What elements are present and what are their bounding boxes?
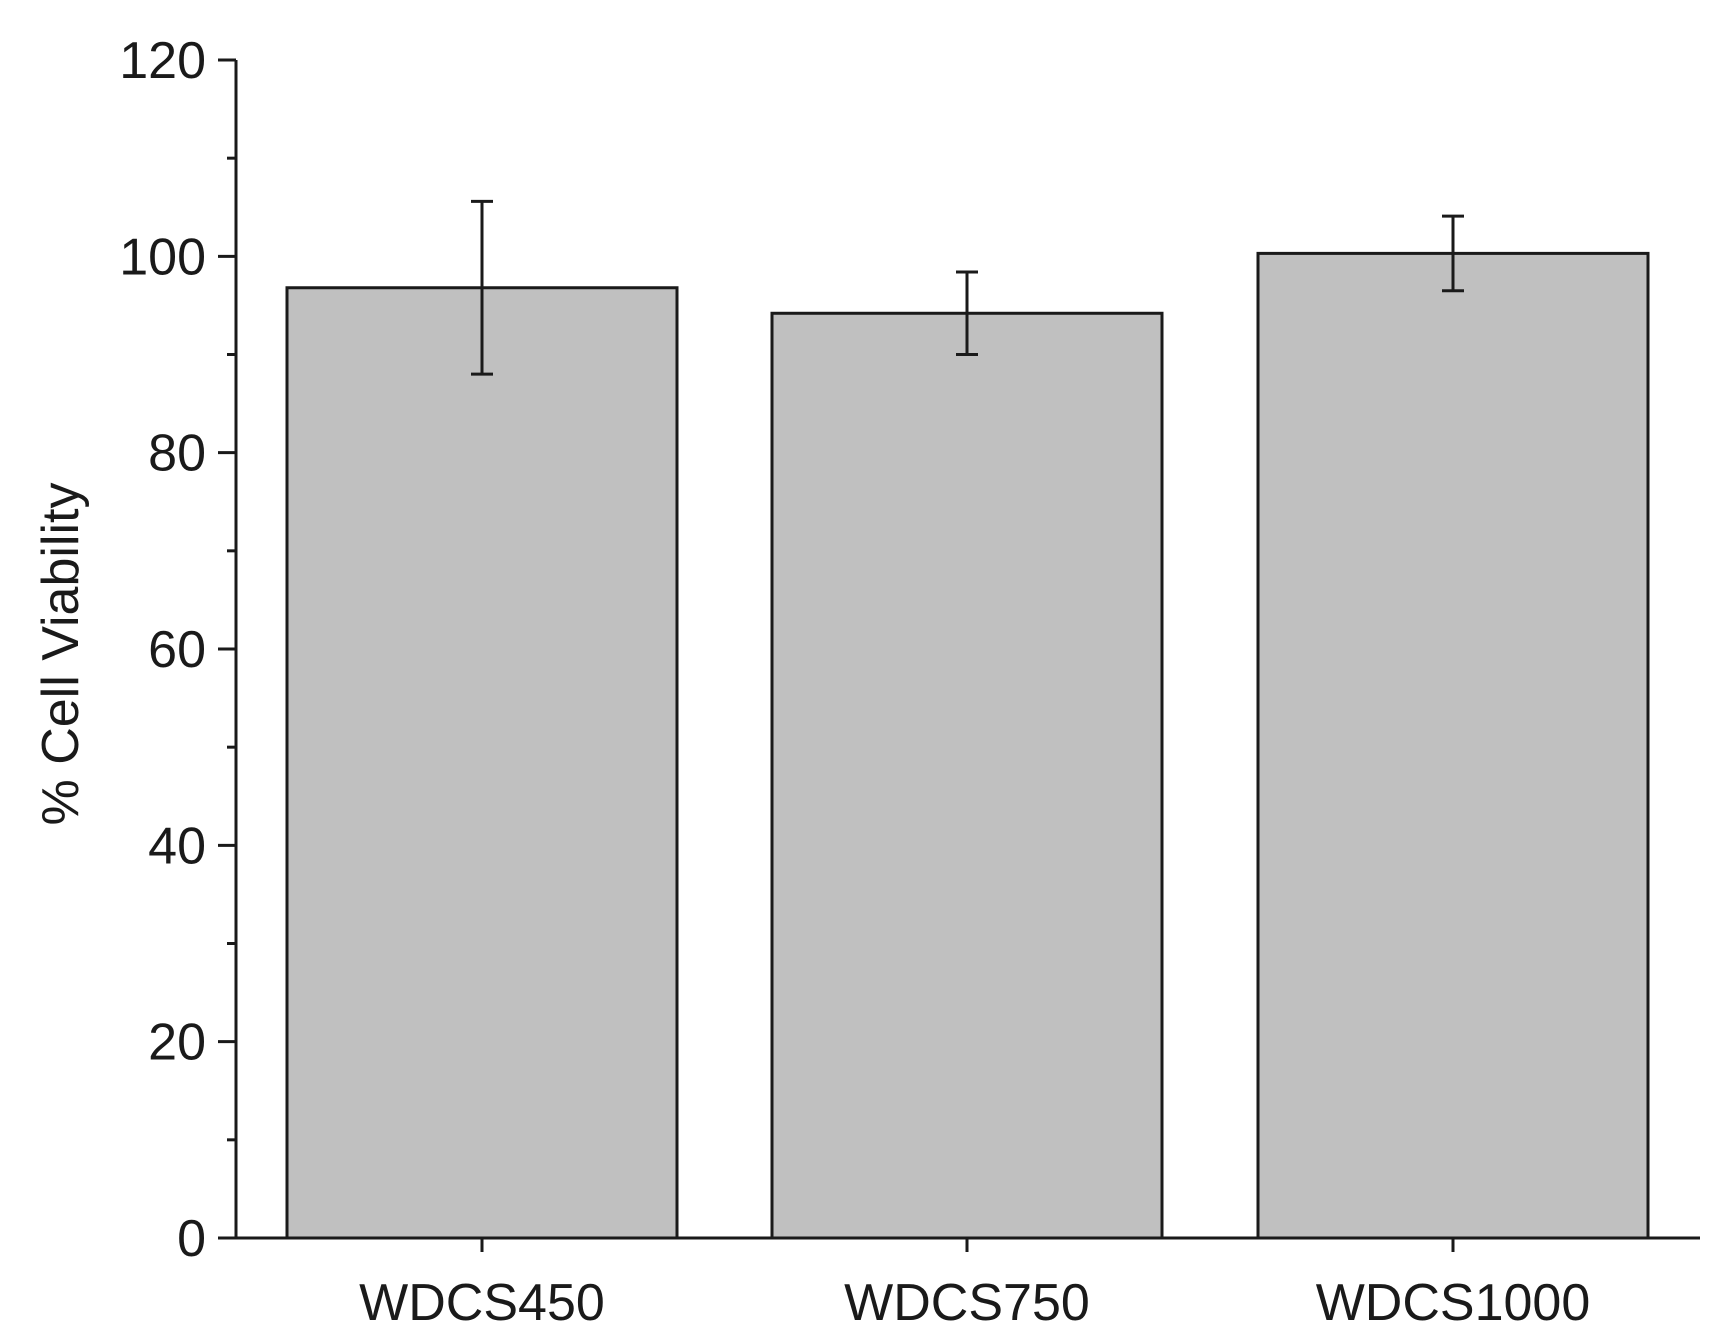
y-tick-label: 80 — [148, 425, 206, 483]
y-tick-label: 20 — [148, 1014, 206, 1072]
bar-wdcs1000 — [1256, 251, 1650, 1240]
x-tick-label: WDCS750 — [844, 1274, 1090, 1328]
y-tick-label: 40 — [148, 817, 206, 875]
y-tick-label: 60 — [148, 621, 206, 679]
bar-wdcs750 — [770, 311, 1164, 1240]
error-bars-layer — [471, 199, 1464, 376]
y-tick-label: 100 — [119, 228, 206, 286]
y-tick-label: 120 — [119, 32, 206, 90]
y-axis-title: % Cell Viability — [32, 483, 90, 826]
y-ticks-layer: 0 20 40 60 80 100 120 — [119, 32, 236, 1268]
x-tick-label: WDCS1000 — [1316, 1274, 1591, 1328]
x-tick-label: WDCS450 — [359, 1274, 605, 1328]
y-tick-label: 0 — [177, 1210, 206, 1268]
x-labels-layer: WDCS450 WDCS750 WDCS1000 — [359, 1238, 1591, 1332]
bar-wdcs450 — [285, 286, 679, 1240]
bars-layer — [285, 251, 1650, 1240]
